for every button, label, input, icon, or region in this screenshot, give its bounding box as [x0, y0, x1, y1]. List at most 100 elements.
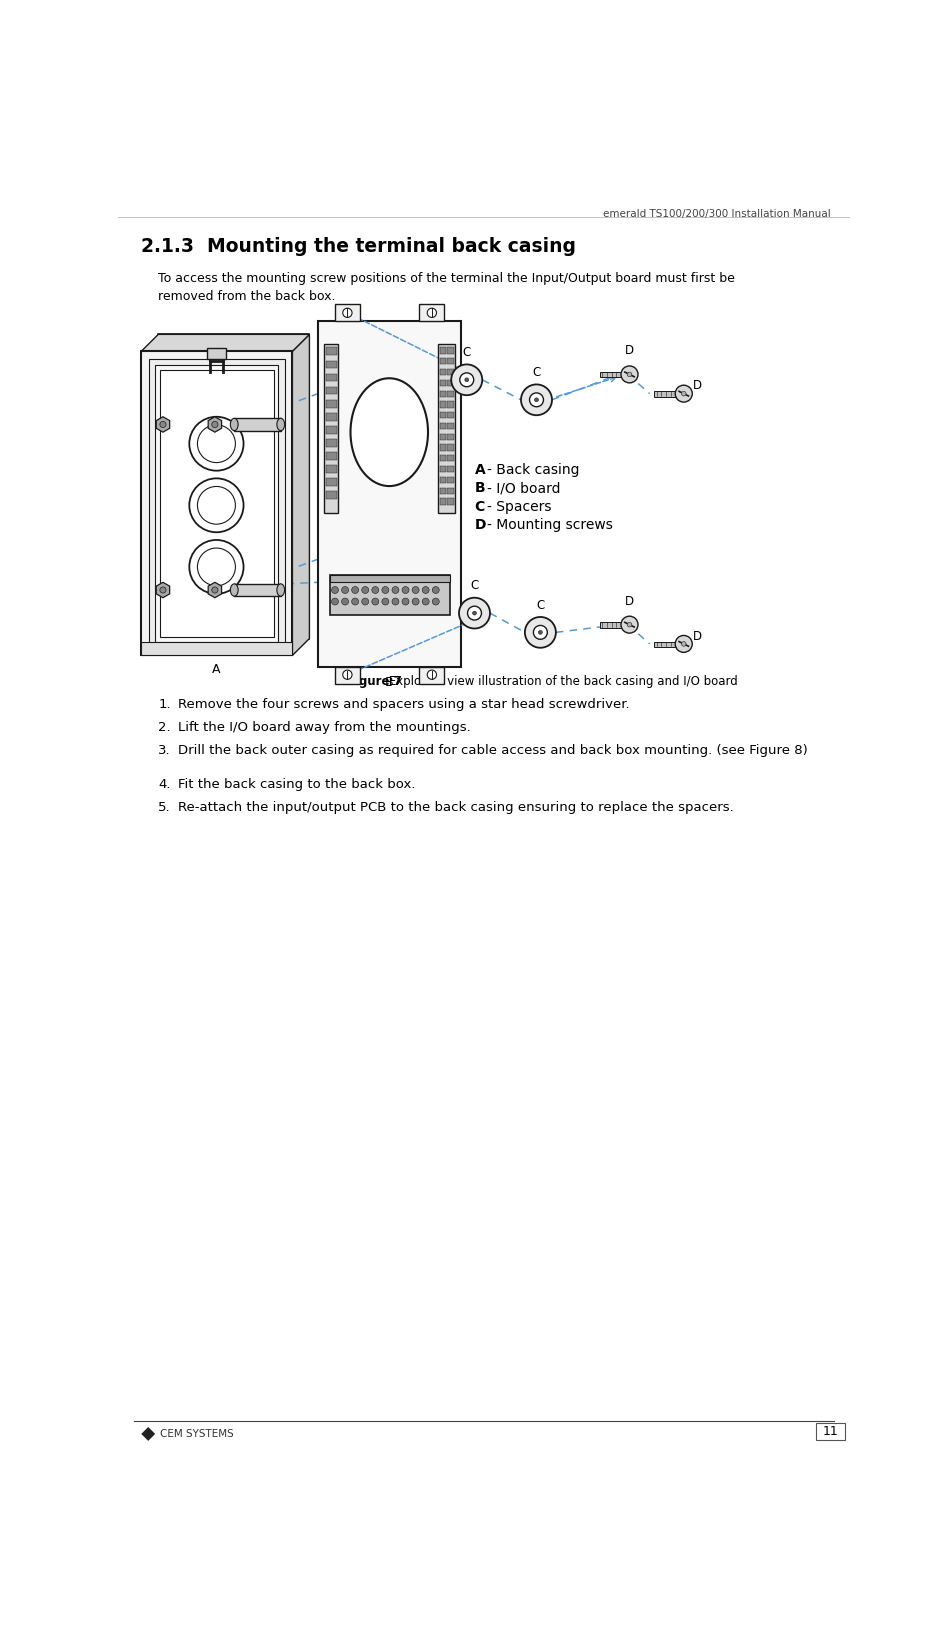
Polygon shape	[142, 1427, 155, 1441]
Text: B: B	[385, 676, 394, 689]
Circle shape	[538, 630, 542, 634]
Circle shape	[382, 587, 389, 593]
Circle shape	[621, 616, 638, 634]
Ellipse shape	[460, 372, 474, 387]
Text: 4.: 4.	[159, 778, 171, 791]
Bar	[447, 390, 453, 396]
Text: C: C	[532, 366, 541, 379]
Polygon shape	[209, 416, 222, 432]
Circle shape	[343, 309, 352, 317]
Text: - Mounting screws: - Mounting screws	[487, 518, 613, 533]
Bar	[326, 387, 337, 395]
Text: 2.1.3  Mounting the terminal back casing: 2.1.3 Mounting the terminal back casing	[142, 237, 576, 257]
Bar	[318, 320, 462, 666]
Bar	[440, 488, 446, 494]
Bar	[440, 358, 446, 364]
Ellipse shape	[459, 598, 490, 629]
Circle shape	[362, 598, 369, 604]
Bar	[447, 434, 453, 440]
Circle shape	[331, 598, 339, 604]
Circle shape	[197, 486, 235, 525]
Polygon shape	[335, 304, 360, 320]
Bar	[447, 445, 453, 450]
Bar	[326, 452, 337, 460]
Bar	[440, 413, 446, 418]
Bar	[447, 413, 453, 418]
Circle shape	[413, 587, 419, 593]
Circle shape	[422, 598, 430, 604]
Bar	[447, 488, 453, 494]
Circle shape	[211, 587, 218, 593]
Bar	[326, 348, 337, 356]
Bar	[326, 465, 337, 473]
Bar	[326, 491, 337, 499]
Circle shape	[428, 670, 436, 679]
Text: 1.: 1.	[159, 697, 171, 710]
Circle shape	[627, 372, 632, 377]
Bar	[207, 348, 226, 359]
Circle shape	[211, 421, 218, 427]
Bar	[142, 642, 293, 655]
Text: Remove the four screws and spacers using a star head screwdriver.: Remove the four screws and spacers using…	[178, 697, 630, 710]
Text: - Back casing: - Back casing	[487, 463, 580, 478]
Bar	[440, 434, 446, 440]
Polygon shape	[157, 416, 170, 432]
Circle shape	[197, 548, 235, 585]
Bar	[440, 380, 446, 387]
Circle shape	[190, 416, 244, 471]
Bar	[440, 476, 446, 483]
Polygon shape	[142, 335, 310, 351]
Bar	[142, 351, 293, 655]
Text: Exploded view illustration of the back casing and I/O board: Exploded view illustration of the back c…	[385, 674, 738, 687]
Ellipse shape	[230, 583, 238, 596]
Bar	[440, 348, 446, 354]
Text: Drill the back outer casing as required for cable access and back box mounting. : Drill the back outer casing as required …	[178, 744, 808, 757]
Bar	[440, 401, 446, 408]
Circle shape	[464, 379, 468, 382]
Circle shape	[190, 540, 244, 593]
Polygon shape	[293, 335, 310, 655]
Text: Fit the back casing to the back box.: Fit the back casing to the back box.	[178, 778, 416, 791]
Bar	[447, 358, 453, 364]
Bar	[447, 348, 453, 354]
Bar	[447, 422, 453, 429]
Circle shape	[372, 587, 379, 593]
Text: emerald TS100/200/300 Installation Manual: emerald TS100/200/300 Installation Manua…	[603, 210, 831, 219]
Circle shape	[473, 611, 477, 614]
Circle shape	[352, 598, 359, 604]
Ellipse shape	[467, 606, 481, 621]
Bar	[440, 390, 446, 396]
Circle shape	[362, 587, 369, 593]
Ellipse shape	[521, 385, 552, 416]
Bar	[447, 466, 453, 473]
Polygon shape	[419, 666, 445, 684]
Polygon shape	[419, 304, 445, 320]
Circle shape	[160, 421, 166, 427]
Circle shape	[160, 587, 166, 593]
Text: C: C	[536, 598, 545, 611]
Circle shape	[197, 424, 235, 463]
Ellipse shape	[533, 626, 548, 639]
Text: C: C	[463, 346, 471, 359]
Bar	[447, 499, 453, 504]
Circle shape	[534, 398, 538, 401]
Bar	[447, 476, 453, 483]
Bar	[155, 366, 278, 642]
Circle shape	[675, 635, 692, 652]
Text: To access the mounting screw positions of the terminal the Input/Output board mu: To access the mounting screw positions o…	[159, 271, 735, 302]
Bar	[234, 418, 280, 431]
Text: Figure 7: Figure 7	[346, 674, 401, 687]
Circle shape	[392, 598, 399, 604]
Bar	[600, 372, 630, 377]
Circle shape	[402, 587, 409, 593]
Ellipse shape	[277, 418, 285, 431]
Circle shape	[402, 598, 409, 604]
Text: D: D	[625, 344, 634, 358]
Bar	[326, 413, 337, 421]
Circle shape	[422, 587, 430, 593]
Text: D: D	[475, 518, 486, 533]
Bar	[326, 426, 337, 434]
Bar	[438, 343, 455, 514]
Bar	[326, 361, 337, 369]
Bar	[440, 455, 446, 462]
